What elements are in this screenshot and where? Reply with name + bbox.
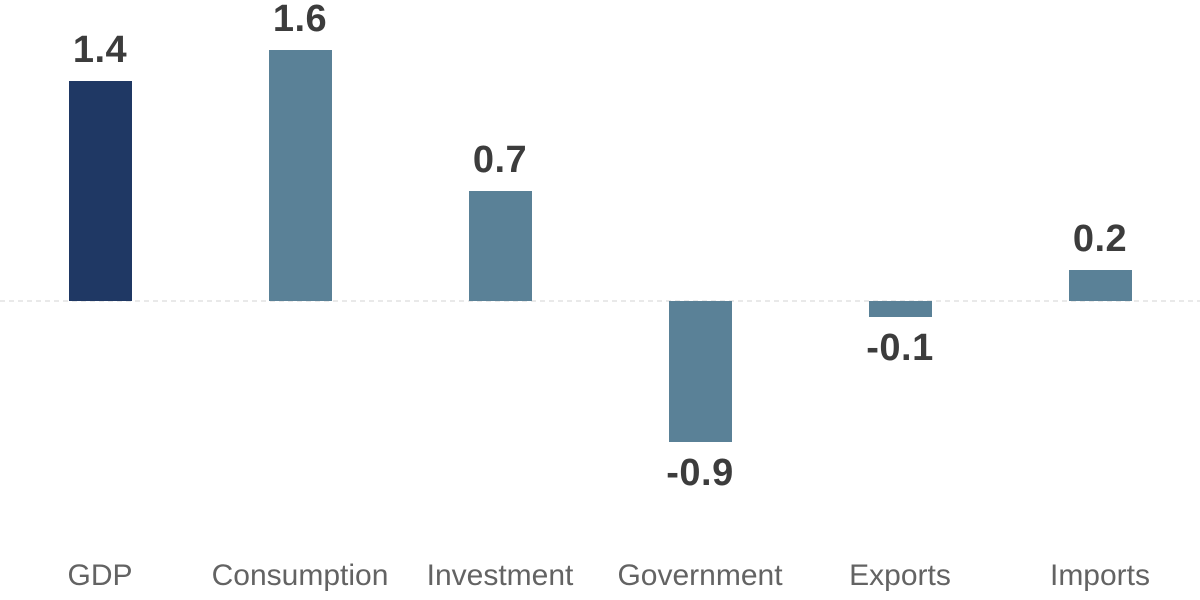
category-label-investment: Investment [426,559,574,592]
bar-gdp [68,81,132,301]
value-label-investment: 0.7 [472,139,528,182]
value-label-gdp: 1.4 [72,29,128,72]
value-label-imports: 0.2 [1072,217,1128,260]
bar-investment [468,191,532,301]
category-label-imports: Imports [1049,559,1151,592]
category-label-government: Government [617,559,783,592]
value-label-exports: -0.1 [866,326,934,369]
bar-imports [1068,269,1132,301]
category-label-exports: Exports [849,559,951,592]
category-label-gdp: GDP [67,559,133,592]
value-label-government: -0.9 [666,452,734,495]
bar-consumption [268,49,332,301]
zero-baseline [0,300,1200,302]
category-label-consumption: Consumption [211,559,389,592]
value-label-consumption: 1.6 [272,0,328,40]
bar-government [668,301,732,443]
bar-exports [868,301,932,317]
